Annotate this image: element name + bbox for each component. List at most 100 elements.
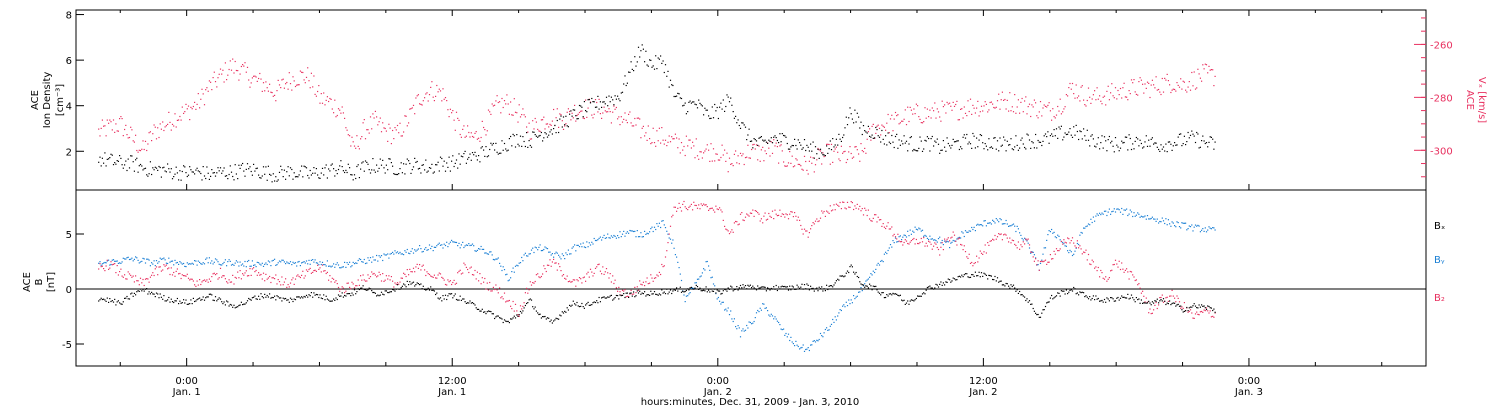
bx-point: [192, 297, 194, 299]
bz-point: [858, 208, 860, 210]
vx-point: [238, 79, 240, 81]
bx-point: [888, 293, 890, 295]
bx-point: [535, 310, 537, 312]
bx-point: [639, 290, 641, 292]
density-point: [234, 164, 236, 166]
density-point: [571, 115, 573, 117]
vx-point: [1026, 113, 1028, 115]
vx-point: [1194, 88, 1197, 90]
by-point: [811, 344, 813, 346]
by-point: [264, 263, 266, 265]
bx-point: [406, 280, 408, 282]
by-point: [834, 316, 836, 318]
bz-point: [790, 211, 792, 213]
vx-point: [749, 157, 751, 159]
by-point: [274, 258, 276, 260]
vx-point: [593, 113, 595, 115]
bx-point: [920, 295, 922, 297]
bz-point: [165, 264, 167, 266]
vx-point: [715, 153, 717, 155]
bx-point: [1132, 297, 1134, 299]
by-point: [528, 253, 530, 255]
bx-point: [422, 285, 424, 287]
by-point: [1076, 242, 1078, 245]
bx-point: [278, 297, 281, 299]
bx-point: [143, 290, 145, 292]
by-point: [305, 260, 308, 262]
density-point: [431, 163, 433, 165]
density-point: [1059, 128, 1061, 130]
vx-point: [603, 106, 605, 108]
by-point: [103, 262, 105, 264]
by-point: [642, 236, 644, 238]
bz-point: [679, 206, 681, 209]
bz-point: [264, 280, 266, 282]
bz-point: [432, 276, 434, 278]
by-point: [421, 251, 423, 253]
bx-point: [324, 299, 326, 301]
by-point: [1164, 222, 1166, 225]
bx-point: [703, 289, 705, 291]
bz-point: [292, 277, 294, 279]
bx-point: [323, 294, 325, 296]
density-point: [106, 158, 108, 160]
bx-point: [980, 272, 983, 274]
bx-point: [464, 301, 466, 303]
by-point: [794, 345, 796, 347]
bz-point: [173, 271, 175, 274]
density-point: [896, 133, 898, 135]
by-point: [1124, 209, 1126, 211]
vx-point: [474, 132, 476, 134]
by-point: [1024, 237, 1026, 239]
density-point: [774, 135, 776, 137]
density-point: [567, 126, 569, 128]
bx-point: [885, 296, 887, 299]
vx-point: [1201, 80, 1203, 82]
vx-point: [463, 125, 465, 127]
bx-point: [304, 296, 306, 298]
vx-point: [1202, 64, 1204, 66]
bx-point: [763, 286, 765, 288]
vx-point: [1132, 82, 1134, 84]
density-point: [560, 115, 562, 117]
by-point: [1025, 239, 1027, 241]
vx-point: [551, 120, 553, 122]
vx-point: [710, 143, 712, 145]
vx-point: [301, 71, 303, 73]
by-point: [1177, 222, 1179, 224]
by-point: [637, 236, 640, 238]
by-point: [196, 264, 198, 266]
bx-point: [390, 291, 392, 293]
by-point: [663, 224, 665, 226]
density-point: [661, 62, 663, 64]
bz-point: [1119, 268, 1122, 271]
density-point: [1091, 134, 1093, 136]
bz-point: [191, 278, 193, 280]
by-point: [619, 231, 621, 233]
density-point: [245, 168, 247, 170]
bz-point: [660, 273, 662, 276]
density-point: [309, 169, 311, 172]
bx-point: [283, 298, 285, 300]
by-point: [765, 307, 767, 309]
bz-point: [510, 305, 512, 307]
density-point: [1003, 136, 1005, 138]
bz-point: [881, 225, 883, 227]
by-point: [438, 242, 440, 244]
by-point: [1079, 234, 1081, 236]
bx-point: [904, 303, 906, 305]
vx-point: [262, 82, 265, 84]
bx-point: [608, 296, 610, 298]
by-point: [976, 224, 978, 226]
by-point: [125, 258, 127, 260]
density-point: [328, 168, 330, 170]
bx-point: [682, 290, 684, 292]
bx-point: [664, 293, 667, 295]
density-point: [992, 147, 994, 149]
vx-point: [261, 90, 263, 92]
bx-point: [623, 293, 625, 295]
bz-point: [537, 273, 539, 275]
density-point: [1176, 144, 1178, 146]
bx-point: [475, 307, 477, 309]
bz-point: [571, 281, 573, 283]
